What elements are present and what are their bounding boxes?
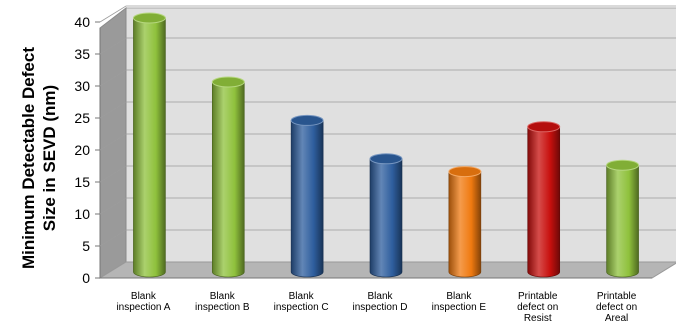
y-axis-label: Minimum Detectable Defect Size in SEVD (n… [19,47,59,269]
bar [290,114,324,278]
gridline [99,165,676,183]
y-tick-label: 25 [74,110,90,126]
y-tick-label: 0 [82,270,90,286]
y-tick-label: 35 [74,46,90,62]
bar [448,166,482,278]
y-axis-ticks: 0 5 10 15 20 25 30 35 40 [74,14,100,286]
gridline [99,229,676,247]
bar-top [211,76,245,88]
gridlines [99,5,676,247]
bar-body [211,81,245,278]
gridline [99,101,676,119]
bar [527,121,561,278]
x-category-label: Blank inspection A [116,291,170,313]
bar-top [290,114,324,126]
x-axis-categories: Blank inspection A Blank inspection B Blank i… [116,291,637,324]
side-wall [99,6,127,279]
x-category-label: Blank inspection D [352,291,407,313]
bar-body [527,126,561,278]
x-category-label: Printable defect on Resist [517,291,558,324]
gridline [99,197,676,215]
bar-top [132,12,166,24]
bar-body [290,120,324,278]
bar-body [369,158,403,278]
gridline [99,37,676,55]
x-category-label: Printable defect on Areal [596,291,637,324]
bar-top [369,153,403,165]
bar [211,76,245,278]
bar-top [527,121,561,133]
bar-body [448,171,482,278]
bar-top [448,166,482,178]
y-tick-label: 5 [82,238,90,254]
bar [369,153,403,278]
bar-body [606,164,639,278]
y-tick-label: 30 [74,78,90,94]
bar-top [606,159,640,171]
y-tick-label: 10 [74,206,90,222]
y-tick-label: 15 [74,174,90,190]
bar [132,12,166,278]
x-category-label: Blank inspection C [274,291,329,313]
bar [606,159,640,278]
bars [132,12,640,278]
x-category-label: Blank inspection E [432,291,487,313]
y-tick-label: 40 [74,14,90,30]
gridline [99,69,676,87]
bar-body [133,17,166,278]
y-tick-label: 20 [74,142,90,158]
x-category-label: Blank inspection B [195,291,250,313]
gridline [99,5,676,23]
gridline [99,133,676,151]
